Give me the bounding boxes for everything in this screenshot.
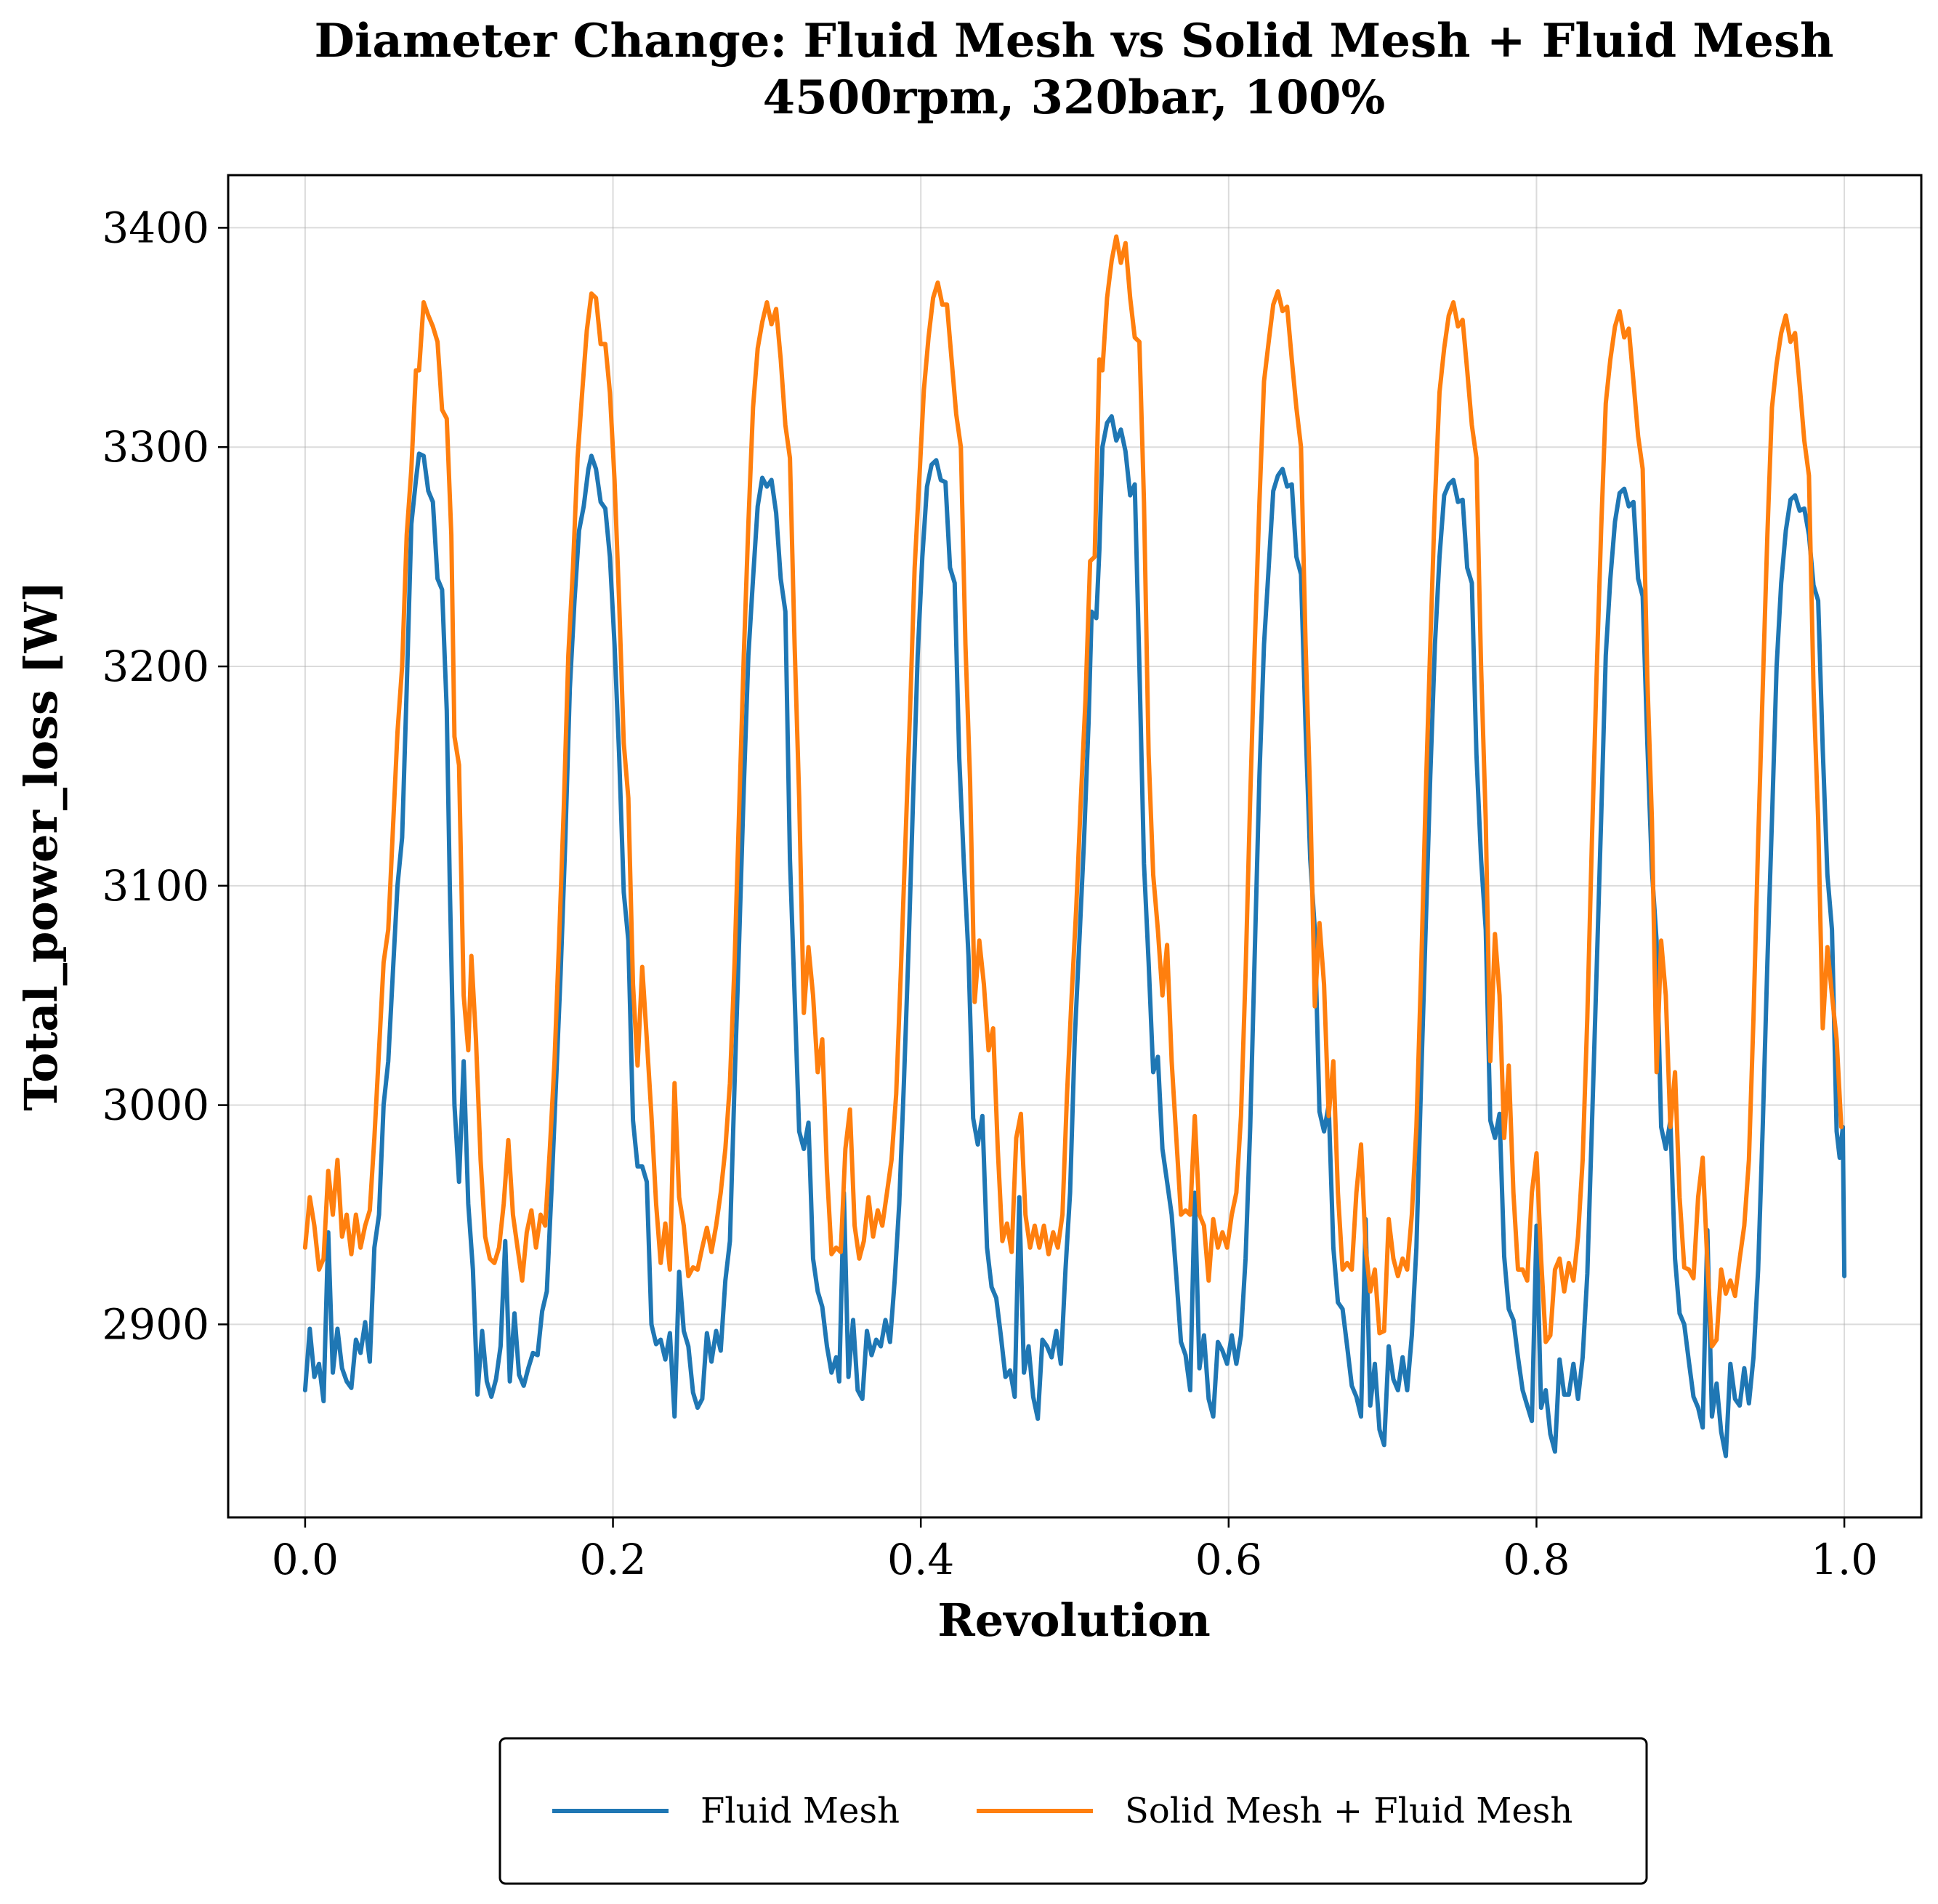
x-axis-ticks: 0.0 0.2 0.4 0.6 0.8 1.0 (272, 1517, 1878, 1584)
x-tick-label: 0.6 (1195, 1535, 1262, 1584)
y-tick-label: 3400 (102, 203, 209, 252)
y-axis-ticks: 2900 3000 3100 3200 3300 3400 (102, 203, 228, 1349)
grid (228, 175, 1921, 1517)
x-tick-label: 1.0 (1811, 1535, 1878, 1584)
series-line-fluid-mesh (302, 414, 1847, 1459)
plot-area-frame (227, 174, 1923, 1519)
chart-subtitle: 4500rpm, 320bar, 100% (763, 70, 1386, 125)
x-tick-label: 0.2 (579, 1535, 646, 1584)
series-layer (302, 234, 1847, 1459)
y-tick-label: 3100 (102, 861, 209, 911)
x-tick-label: 0.8 (1503, 1535, 1570, 1584)
y-tick-label: 2900 (102, 1299, 209, 1349)
x-axis-label: Revolution (937, 1594, 1211, 1647)
y-tick-label: 3200 (102, 642, 209, 691)
y-tick-label: 3300 (102, 422, 209, 472)
legend: Fluid Mesh Solid Mesh + Fluid Mesh (498, 1737, 1648, 1885)
x-tick-label: 0.4 (887, 1535, 954, 1584)
y-axis-label: Total_power_loss [W] (15, 581, 68, 1111)
y-tick-label: 3000 (102, 1081, 209, 1130)
x-tick-label: 0.0 (272, 1535, 339, 1584)
series-line-solid-fluid-mesh (302, 234, 1844, 1349)
legend-label-fluid-mesh: Fluid Mesh (700, 1791, 900, 1831)
chart-title: Diameter Change: Fluid Mesh vs Solid Mes… (315, 14, 1834, 68)
legend-label-solid-fluid-mesh: Solid Mesh + Fluid Mesh (1125, 1791, 1572, 1831)
